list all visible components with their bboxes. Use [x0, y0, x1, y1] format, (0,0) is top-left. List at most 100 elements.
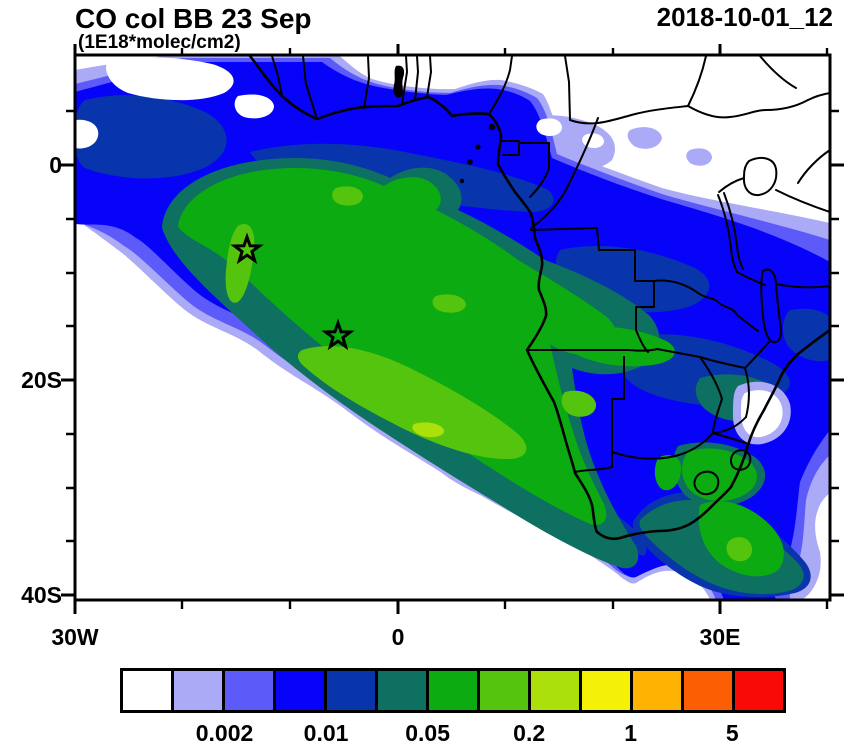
star-marker: [230, 232, 264, 265]
contour-region: [627, 127, 662, 149]
border-line: [302, 55, 318, 120]
colorbar-labels: 0.002 0.01 0.05 0.2 1 5: [123, 720, 783, 748]
x-tick-label-0: 0: [392, 624, 405, 650]
colorbar-cell-3: [276, 671, 327, 710]
x-major-ticks-bottom: [73, 600, 722, 614]
colorbar-cell-9: [582, 671, 633, 710]
border-line: [526, 348, 701, 358]
plot-title: CO col BB 23 Sep: [75, 3, 312, 34]
colorbar-cell-10: [633, 671, 684, 710]
border-line: [426, 55, 432, 98]
contour-region: [225, 224, 255, 303]
contour-region: [561, 390, 597, 417]
colorbar-cell-4: [327, 671, 378, 710]
border-line: [414, 55, 419, 101]
border-line: [611, 356, 625, 468]
colorbar-label: 1: [624, 720, 638, 746]
border-line: [687, 92, 830, 119]
border-line: [518, 142, 550, 198]
border-line: [488, 55, 513, 115]
y-tick-label-40s: 40S: [21, 582, 62, 608]
colorbar-cell-1: [174, 671, 225, 710]
colorbar-label: 0.002: [195, 720, 254, 746]
colorbar-cell-5: [378, 671, 429, 710]
lake-volta: [393, 65, 405, 98]
gulf-of-guinea-islands: [459, 123, 496, 184]
contour-level-0.2: [412, 422, 445, 438]
border-line: [271, 55, 283, 97]
island-dot: [488, 123, 496, 131]
colorbar-label: 0.01: [303, 720, 349, 746]
border-line: [797, 149, 830, 184]
lake-malawi-outline: [760, 268, 783, 344]
contour-region: [412, 422, 445, 438]
x-tick-label-30w: 30W: [51, 624, 99, 650]
border-line: [775, 189, 830, 213]
y-minor-ticks-right: [830, 109, 839, 543]
contour-region: [682, 448, 757, 502]
border-line: [744, 367, 750, 418]
plot-units-subtitle: (1E18*molec/cm2): [78, 32, 241, 53]
contour-region: [782, 308, 830, 362]
colorbar-cell-2: [225, 671, 276, 710]
lake-tanganyika-outline: [723, 192, 744, 270]
border-line: [718, 177, 745, 193]
colorbar-label: 0.2: [513, 720, 546, 746]
fire-source-markers: [230, 232, 355, 351]
border-line: [775, 283, 830, 289]
white-island: [106, 57, 234, 101]
x-major-ticks-top: [73, 44, 722, 55]
border-line: [759, 55, 797, 89]
colorbar-cell-7: [480, 671, 531, 710]
africa-coastline: [248, 55, 830, 541]
y-major-ticks-left: [61, 163, 75, 597]
border-line: [653, 279, 759, 332]
border-line: [687, 55, 707, 107]
border-line: [699, 356, 723, 400]
border-line: [574, 466, 613, 473]
plot-frame: [73, 53, 832, 602]
border-line: [401, 55, 408, 105]
border-line: [611, 432, 714, 460]
border-line: [744, 340, 771, 369]
contour-fill-layers: [75, 55, 830, 600]
colorbar-label: 5: [725, 720, 739, 746]
plot-datetime: 2018-10-01_12: [657, 2, 833, 32]
border-line: [530, 227, 655, 331]
x-minor-ticks-bottom: [180, 600, 829, 609]
colorbar-cell-11: [684, 671, 735, 710]
border-line: [530, 117, 599, 229]
island-dot: [459, 178, 465, 184]
border-line: [736, 271, 766, 286]
x-tick-label-30e: 30E: [700, 624, 741, 650]
border-line: [712, 416, 747, 434]
contour-region: [332, 186, 363, 206]
border-line: [635, 329, 649, 353]
white-island: [75, 119, 99, 149]
colorbar: [120, 668, 786, 713]
contour-level-0.1: [225, 186, 753, 562]
contour-region: [686, 148, 712, 166]
border-line: [699, 356, 746, 369]
colorbar-label: 0.05: [405, 720, 450, 746]
border-line: [564, 55, 571, 121]
border-line: [712, 398, 723, 434]
star-marker: [321, 318, 355, 351]
contour-region: [432, 294, 466, 313]
contour-region: [75, 95, 227, 179]
colorbar-cell-8: [531, 671, 582, 710]
contour-region: [654, 455, 682, 491]
swaziland-border: [729, 449, 752, 471]
plot-frame-and-ticks: [61, 44, 844, 614]
lake-victoria-outline: [742, 156, 778, 197]
country-borders: [271, 55, 830, 496]
white-island: [234, 94, 274, 119]
y-tick-label-20s: 20S: [21, 367, 62, 393]
y-tick-label-0: 0: [49, 152, 62, 178]
border-line: [712, 432, 749, 445]
colorbar-cell-0: [123, 671, 174, 710]
lake-tanganyika-outline: [717, 194, 738, 273]
y-major-ticks-right: [830, 163, 844, 597]
white-island: [536, 118, 562, 136]
